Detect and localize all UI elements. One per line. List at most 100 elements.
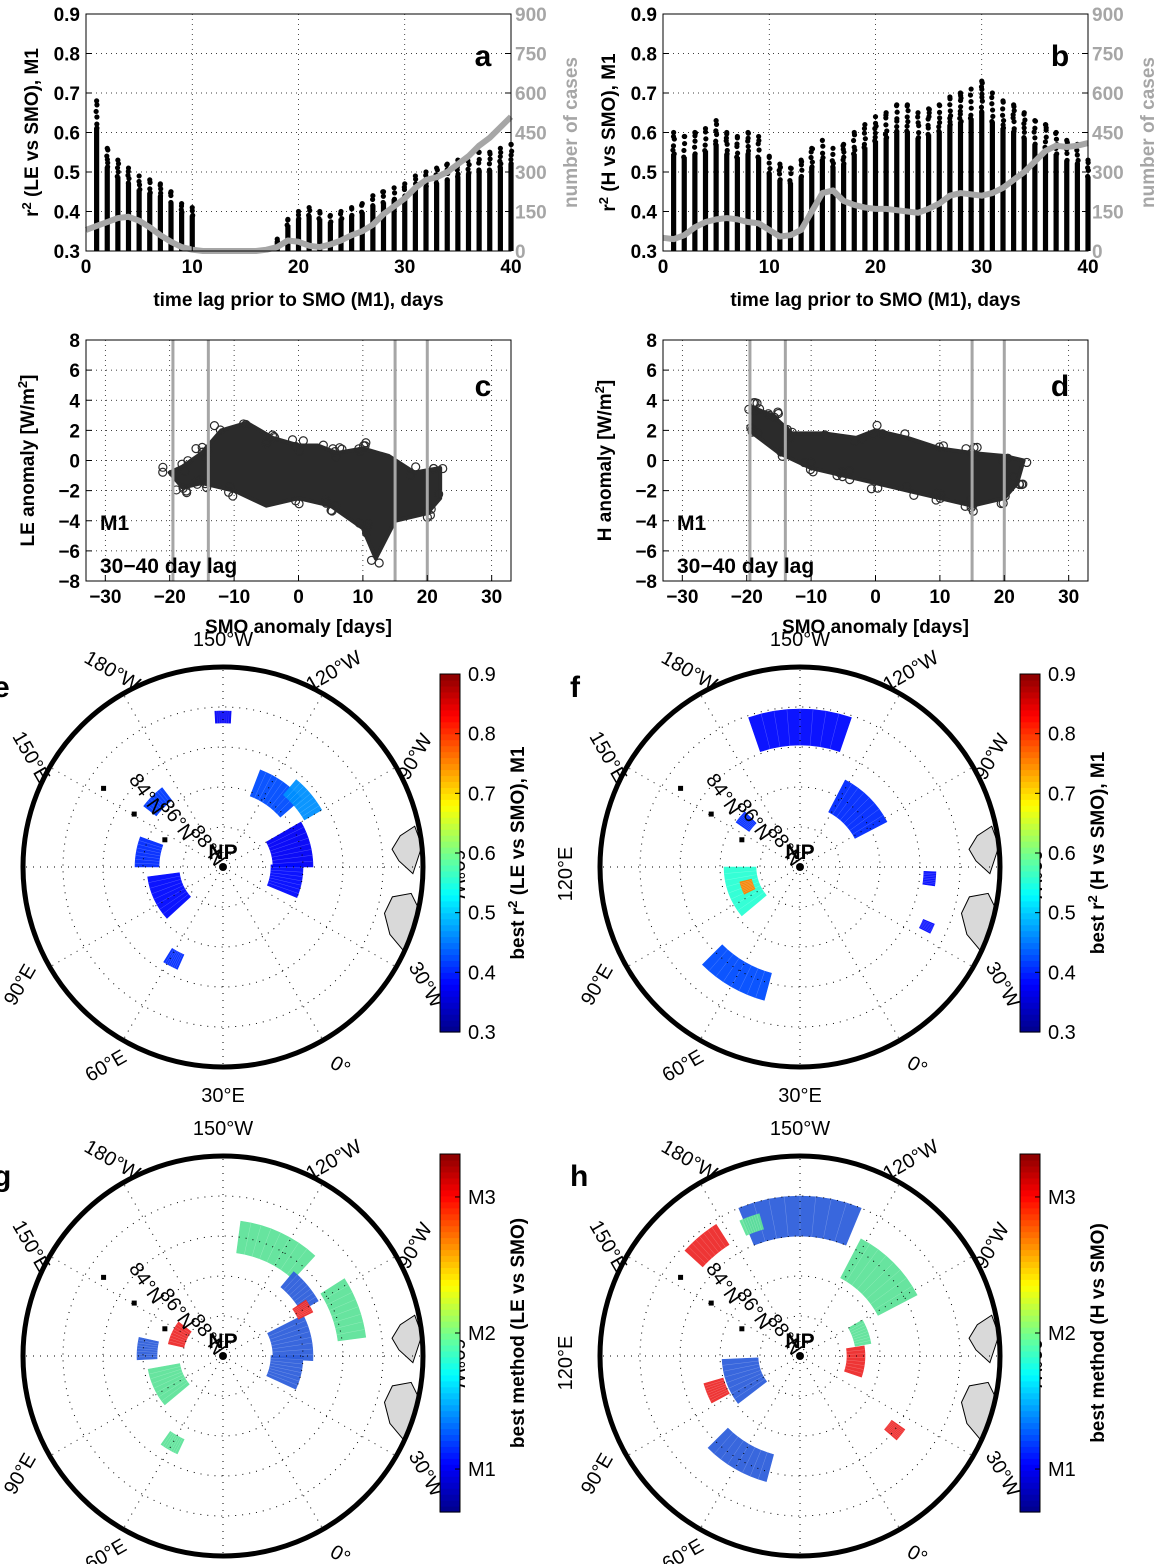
colorbar-segment (440, 930, 460, 938)
y-tick-label: 0.3 (631, 242, 657, 263)
cell-stripe (739, 818, 752, 829)
data-point (925, 122, 931, 128)
data-point (444, 161, 450, 167)
cell-stripe (137, 844, 162, 851)
data-point (355, 446, 365, 457)
colorbar-segment (1020, 876, 1040, 884)
cases-line (84, 114, 514, 254)
point-column (412, 189, 418, 251)
panel-letter: f (570, 671, 581, 704)
colorbar-segment (440, 1356, 460, 1364)
cell-stripe (271, 1331, 310, 1343)
data-point (209, 421, 220, 431)
cell-stripe (283, 1274, 298, 1290)
data-point (756, 137, 762, 144)
colorbar-segment (440, 1344, 460, 1352)
cell-stripe (758, 1452, 768, 1480)
colorbar-segment (440, 1249, 460, 1257)
cell-stripe (862, 1262, 894, 1294)
cell-stripe (742, 1447, 756, 1473)
pole-label: NP (785, 1330, 814, 1353)
data-point (989, 90, 995, 96)
data-point (900, 429, 910, 439)
cell-stripe (169, 1340, 185, 1346)
colorbar-segment (1020, 1368, 1040, 1376)
data-point (947, 113, 954, 119)
colorbar-segment (1020, 817, 1040, 824)
colorbar-segment (1020, 1225, 1040, 1233)
cell-stripe (850, 1325, 866, 1333)
colorbar-segment (440, 1154, 460, 1161)
cell-stripe (866, 1269, 901, 1299)
cell-stripe (756, 1214, 762, 1230)
data-point (1032, 125, 1038, 131)
data-point (872, 134, 878, 140)
data-point (136, 178, 142, 185)
cell-stripe (819, 711, 827, 747)
data-point (1064, 137, 1070, 143)
cell-stripe (156, 791, 168, 804)
colorbar-tick-label: M2 (468, 1323, 496, 1345)
cell-stripe (149, 798, 162, 810)
y-tick-label: 0.5 (631, 163, 658, 184)
data-point (862, 136, 868, 142)
point-column (819, 160, 825, 251)
colorbar-segment (1020, 829, 1040, 836)
cell-stripe (296, 1292, 314, 1305)
cell-stripe (165, 949, 174, 964)
colorbar-segment (1020, 1321, 1040, 1328)
x-tick-label: −20 (154, 587, 186, 608)
data-point (723, 135, 729, 141)
cell-stripe (171, 952, 180, 967)
point-column (979, 111, 985, 252)
colorbar-segment (1020, 1458, 1040, 1465)
colorbar-segment (440, 751, 460, 759)
data-point (114, 165, 121, 171)
point-column (671, 153, 677, 251)
colorbar-segment (440, 781, 460, 788)
data-point (936, 489, 946, 499)
cell-stripe (836, 787, 859, 818)
data-point (989, 118, 995, 125)
data-point (241, 419, 251, 430)
colorbar-segment (1020, 775, 1040, 782)
colorbar-segment (1020, 1189, 1040, 1197)
cell-stripe (740, 881, 753, 886)
point-column (147, 192, 153, 251)
y-tick-label: −4 (635, 512, 657, 533)
y-tick-label: −8 (58, 572, 80, 593)
colorbar-tick-label: 0.8 (468, 724, 496, 746)
cell-stripe (297, 797, 314, 810)
cell-stripe (137, 1342, 158, 1347)
pole-label: NP (208, 841, 237, 864)
colorbar-label-part: best r (1088, 902, 1109, 954)
data-point (429, 463, 439, 474)
cell-stripe (888, 1424, 901, 1435)
cell-stripe (874, 1286, 913, 1310)
cell-stripe (741, 882, 753, 887)
data-point (872, 120, 879, 126)
panel-a: 0 10 20 30 40 0.3 0.4 0.5 0.6 0.7 0.8 0.9 0 150 300 450… (19, 5, 583, 311)
cell-stripe (292, 789, 308, 804)
point-column (444, 179, 450, 251)
colorbar-segment (440, 745, 460, 753)
colorbar-tick-label: 0.6 (1048, 843, 1076, 865)
map-cell (840, 1238, 918, 1316)
data-point (125, 172, 131, 178)
y-axis-label-part: 2 (19, 202, 34, 209)
data-point (901, 482, 912, 492)
y-tick-label: 0.6 (54, 124, 80, 145)
y2-tick-label: 450 (1092, 124, 1124, 145)
point-column (423, 186, 429, 251)
data-point (979, 109, 985, 115)
colorbar-label-part: best r (508, 907, 529, 959)
colorbar-segment (1020, 769, 1040, 777)
lon-label: 0° (326, 1541, 354, 1564)
pole-marker (796, 863, 804, 871)
colorbar-segment (1020, 1183, 1040, 1191)
data-point (894, 116, 900, 122)
colorbar-segment (1020, 882, 1040, 890)
y-axis-label: r2 (H vs SMO), M1 (596, 53, 621, 212)
y2-axis-label: number of cases (1138, 57, 1159, 208)
data-point (291, 496, 301, 506)
